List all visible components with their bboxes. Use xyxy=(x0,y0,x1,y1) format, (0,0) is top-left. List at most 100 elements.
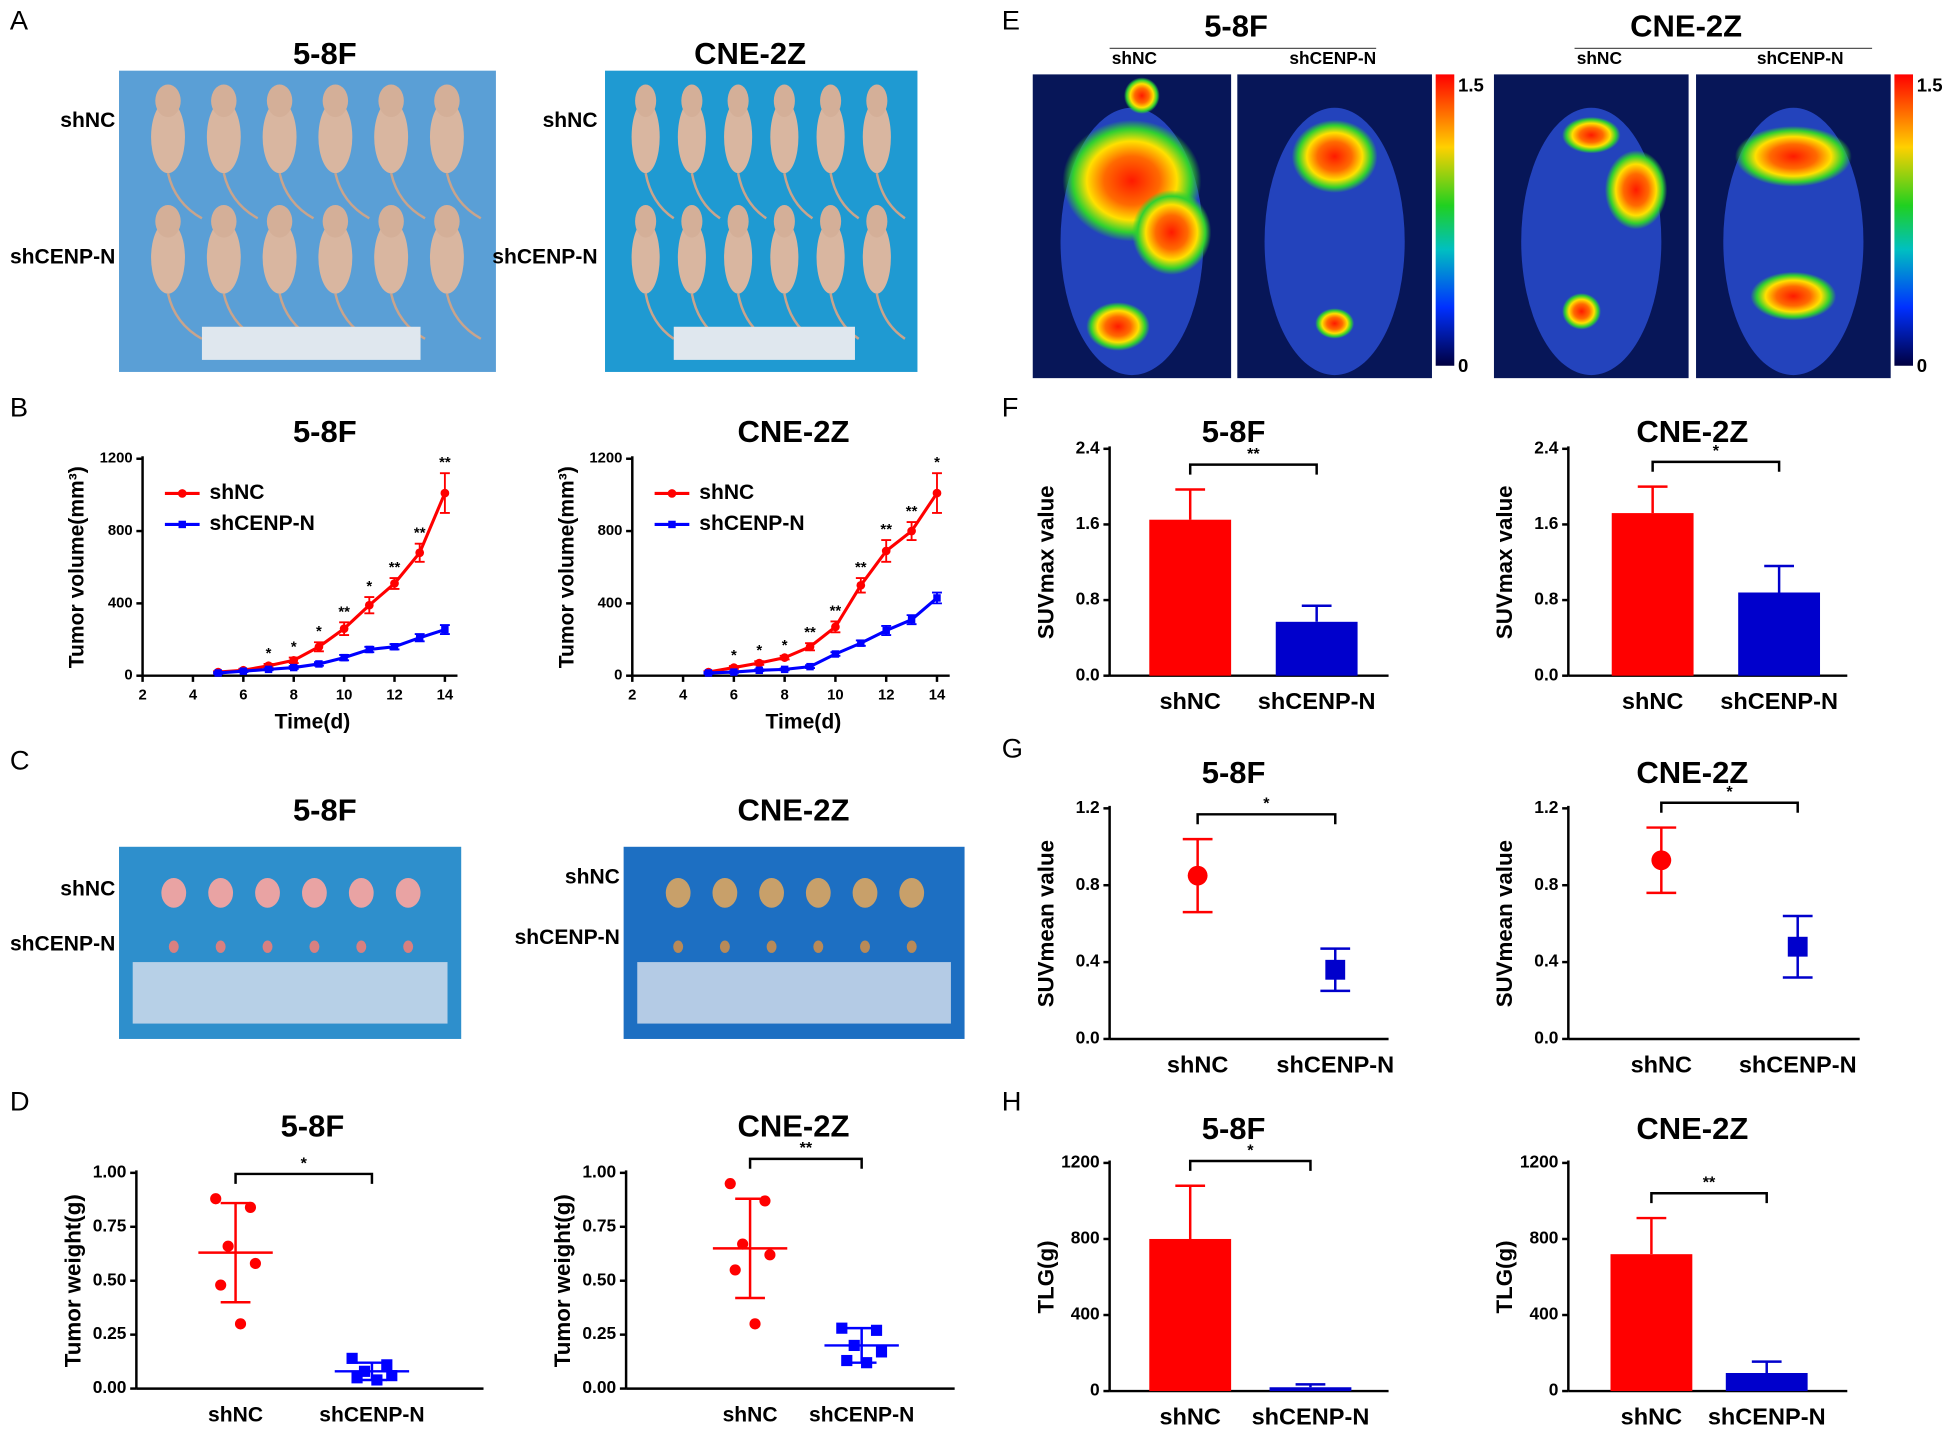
mouse-tail xyxy=(644,293,675,340)
x-tick-label: 2 xyxy=(628,687,636,703)
bar xyxy=(1149,1238,1232,1392)
marker xyxy=(668,520,676,529)
row-label: shNC xyxy=(543,109,598,132)
panel-letter: A xyxy=(10,5,29,36)
marker xyxy=(780,665,789,674)
tumor xyxy=(813,940,824,953)
chart-title: 5-8F xyxy=(1202,414,1266,449)
marker xyxy=(290,663,298,672)
y-axis-label: Tumor weight(g) xyxy=(60,1194,85,1367)
panel-letter: C xyxy=(10,745,30,776)
chart-title: 5-8F xyxy=(293,414,357,449)
x-tick-label: 8 xyxy=(781,687,789,703)
tumor xyxy=(302,878,327,908)
mouse-tail xyxy=(166,172,203,220)
pet-uptake xyxy=(1750,271,1837,321)
y-tick-label: 800 xyxy=(1071,1228,1100,1248)
mouse-head xyxy=(820,205,842,238)
error-bar xyxy=(1301,604,1332,622)
chart-title: 5-8F xyxy=(1202,755,1266,790)
ruler xyxy=(673,326,855,360)
y-tick-label: 1.6 xyxy=(1076,513,1100,533)
marker xyxy=(875,1346,888,1358)
y-tick-label: 2.4 xyxy=(1534,437,1558,457)
marker xyxy=(831,650,840,658)
mouse-body xyxy=(318,221,353,294)
marker xyxy=(1187,865,1208,886)
tumor xyxy=(759,878,784,908)
significance-label: * xyxy=(266,646,272,662)
marker xyxy=(222,1240,234,1252)
x-tick-label: 14 xyxy=(437,687,454,703)
sd-bar xyxy=(220,1201,251,1304)
marker xyxy=(806,662,814,671)
x-tick-label: shNC xyxy=(208,1403,263,1426)
mouse-head xyxy=(866,84,888,118)
y-tick-label: 0.8 xyxy=(1076,874,1100,894)
mouse-tail xyxy=(166,293,203,340)
significance-label: ** xyxy=(1703,1174,1716,1192)
mouse-head xyxy=(866,205,888,238)
y-tick-label: 0.4 xyxy=(1534,951,1558,971)
marker xyxy=(177,489,187,498)
mouse-tail xyxy=(278,172,315,220)
sd-bar xyxy=(735,1197,765,1300)
pet-title: CNE-2Z xyxy=(1630,9,1742,44)
mouse-body xyxy=(262,100,297,174)
x-tick-label: 12 xyxy=(878,687,895,703)
marker xyxy=(749,1318,761,1330)
x-tick-label: shCENP-N xyxy=(1258,688,1376,714)
marker xyxy=(381,1359,393,1371)
tumor xyxy=(356,940,367,953)
mouse-body xyxy=(770,221,799,294)
marker xyxy=(759,1195,771,1207)
significance-bracket xyxy=(1660,801,1799,813)
mouse-tail xyxy=(389,172,426,220)
y-tick-label: 800 xyxy=(108,523,133,539)
bar xyxy=(1269,1387,1352,1392)
mouse-tail xyxy=(445,293,482,340)
significance-label: * xyxy=(1247,1141,1254,1159)
significance-label: * xyxy=(316,624,322,640)
y-tick-label: 1.2 xyxy=(1534,797,1558,817)
mouse-tail xyxy=(875,172,906,220)
y-tick-label: 1.6 xyxy=(1534,513,1558,533)
y-tick-label: 2.4 xyxy=(1076,437,1100,457)
bar xyxy=(1610,1254,1693,1392)
panel-letter: B xyxy=(10,391,28,422)
y-tick-label: 1.2 xyxy=(1076,797,1100,817)
tumor xyxy=(161,878,187,908)
y-tick-label: 0.0 xyxy=(1076,664,1100,684)
row-label: shNC xyxy=(60,878,115,901)
tumor xyxy=(262,940,273,953)
significance-bracket xyxy=(1196,813,1337,825)
row-label: shCENP-N xyxy=(10,245,115,268)
mouse-head xyxy=(773,205,795,238)
y-tick-label: 1200 xyxy=(1520,1152,1559,1172)
pet-uptake xyxy=(1131,189,1212,275)
y-tick-label: 0.25 xyxy=(582,1323,616,1343)
mouse-body xyxy=(429,100,464,174)
marker xyxy=(1651,850,1672,871)
mouse-tail xyxy=(829,293,860,340)
tumor xyxy=(168,940,179,953)
x-tick-label: shCENP-N xyxy=(1276,1051,1394,1077)
y-tick-label: 0.8 xyxy=(1534,874,1558,894)
mouse-head xyxy=(378,84,404,118)
marker xyxy=(214,669,222,677)
marker xyxy=(907,615,916,624)
ruler xyxy=(132,962,448,1024)
significance-label: * xyxy=(291,640,297,656)
mouse-head xyxy=(434,205,460,238)
marker xyxy=(365,645,374,654)
mouse-head xyxy=(211,205,237,238)
y-tick-label: 0.50 xyxy=(93,1269,127,1289)
significance-bracket xyxy=(1650,1192,1768,1204)
x-tick-label: shNC xyxy=(1622,688,1684,714)
mouse-body xyxy=(206,100,241,174)
mouse-head xyxy=(727,84,749,118)
tumor xyxy=(403,940,414,953)
series-line xyxy=(708,596,938,675)
x-tick-label: 6 xyxy=(730,687,738,703)
